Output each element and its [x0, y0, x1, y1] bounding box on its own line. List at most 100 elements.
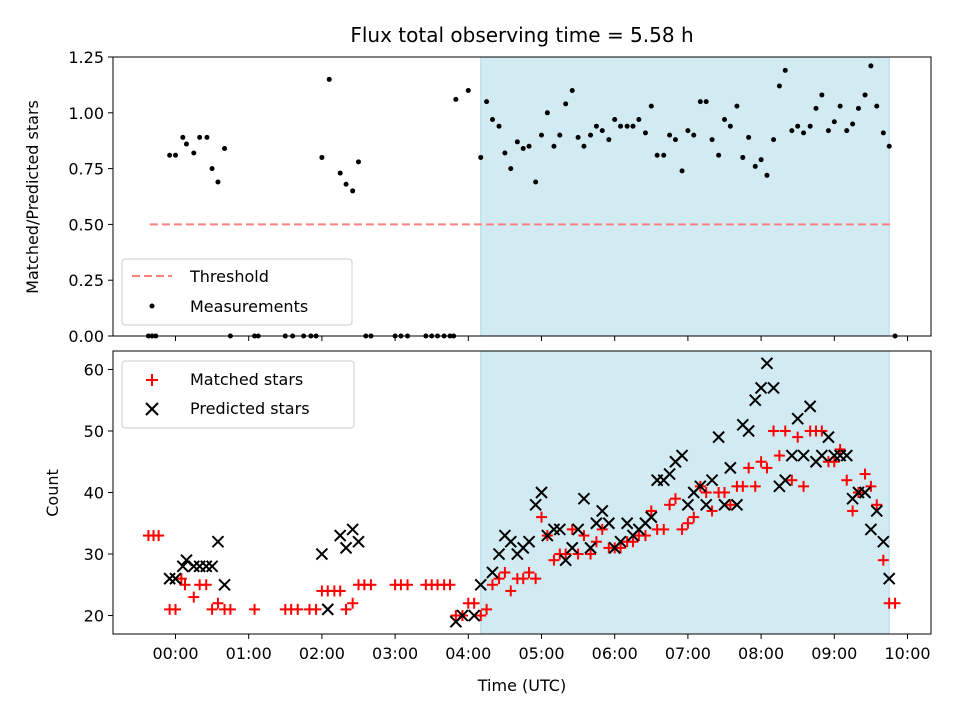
matched-star-point: [755, 456, 767, 468]
matched-star-point: [505, 585, 517, 597]
matched-star-point: [639, 530, 651, 542]
predicted-star-point: [858, 486, 872, 499]
matched-star-point: [179, 579, 191, 591]
matched-star-point: [188, 591, 200, 603]
matched-star-point: [871, 499, 883, 511]
measurement-point: [758, 157, 764, 163]
predicted-star-point: [211, 535, 225, 548]
matched-star-point: [676, 523, 688, 535]
bottom-y-axis-label: Count: [43, 469, 62, 517]
matched-star-point: [615, 542, 627, 554]
measurement-point: [630, 123, 636, 129]
measurement-point: [782, 67, 788, 73]
measurement-point: [539, 132, 544, 138]
measurement-point: [855, 105, 861, 111]
predicted-star-point: [218, 578, 231, 591]
measurement-point: [746, 134, 752, 140]
predicted-star-point: [200, 560, 213, 573]
predicted-star-point: [779, 473, 792, 487]
predicted-star-point: [169, 572, 182, 585]
matched-star-point: [590, 536, 602, 548]
x-tick-label: 02:00: [299, 644, 345, 663]
measurement-point: [465, 87, 471, 93]
measurement-point: [478, 154, 484, 160]
matched-star-point: [761, 462, 773, 474]
matched-star-point: [828, 456, 840, 468]
x-tick-label: 09:00: [811, 644, 857, 663]
matched-star-point: [841, 474, 853, 486]
measurement-point: [588, 132, 594, 138]
measurement-point: [819, 92, 825, 98]
measurement-point: [209, 166, 215, 172]
predicted-star-point: [535, 486, 548, 499]
matched-star-point: [724, 499, 736, 511]
matched-star-point: [402, 579, 414, 591]
matched-star-point: [249, 603, 261, 615]
measurement-point: [771, 137, 777, 143]
matched-star-point: [175, 573, 187, 585]
predicted-star-point: [815, 449, 829, 462]
matched-star-point: [468, 597, 480, 609]
predicted-star-point: [797, 449, 810, 462]
measurement-point: [593, 123, 599, 129]
measurement-point: [326, 76, 332, 82]
x-tick-label: 05:00: [518, 644, 564, 663]
matched-star-point: [645, 505, 657, 517]
predicted-star-point: [529, 498, 542, 512]
x-tick-label: 00:00: [152, 644, 198, 663]
legend-matched-swatch: [146, 374, 158, 386]
measurement-point: [557, 132, 563, 138]
predicted-star-point: [767, 381, 780, 395]
measurement-point: [356, 159, 361, 165]
top-panel: Flux total observing time = 5.58 h 0.00 0…: [23, 23, 932, 346]
measurement-point: [734, 103, 740, 109]
predicted-star-point: [333, 529, 347, 542]
measurement-point: [191, 150, 197, 156]
predicted-star-point: [749, 394, 762, 407]
measurement-point: [850, 121, 856, 127]
measurement-point: [722, 116, 727, 122]
legend-threshold-label: Threshold: [189, 267, 269, 286]
matched-star-point: [365, 579, 377, 591]
measurement-point: [350, 188, 356, 194]
measurement-point: [679, 168, 685, 174]
predicted-star-point: [791, 412, 804, 425]
predicted-star-point: [571, 523, 585, 536]
measurement-point: [795, 123, 801, 129]
measurement-point: [508, 166, 514, 172]
predicted-star-point: [205, 560, 219, 573]
predicted-star-point: [346, 523, 359, 536]
bottom-y-tick-label: 20: [84, 607, 104, 626]
predicted-star-point: [645, 510, 658, 524]
x-tick-label: 03:00: [372, 644, 418, 663]
predicted-star-point: [822, 430, 835, 444]
measurement-point: [599, 128, 605, 134]
measurement-point: [831, 119, 837, 125]
bottom-observing-span: [480, 350, 890, 635]
measurement-point: [764, 172, 770, 178]
predicted-star-point: [760, 357, 774, 370]
measurement-point: [204, 134, 210, 140]
top-y-tick-label: 0.00: [68, 327, 104, 346]
measurement-point: [514, 139, 520, 145]
predicted-star-point: [504, 535, 517, 548]
measurement-point: [801, 130, 807, 136]
measurement-point: [844, 128, 850, 134]
matched-star-point: [798, 480, 810, 492]
matched-star-point: [688, 511, 700, 523]
predicted-star-point: [176, 560, 190, 573]
predicted-star-point: [742, 424, 755, 438]
predicted-star-point: [803, 400, 817, 413]
predicted-star-point: [456, 609, 469, 622]
measurement-point: [837, 103, 843, 109]
predicted-star-point: [663, 467, 676, 481]
measurement-point: [667, 132, 673, 138]
x-axis-label: Time (UTC): [477, 676, 566, 695]
measurement-point: [789, 128, 795, 134]
measurement-point: [167, 152, 173, 158]
matched-star-point: [779, 425, 791, 437]
matched-star-point: [859, 468, 871, 480]
matched-star-point: [786, 474, 798, 486]
bottom-y-tick-label: 50: [84, 422, 104, 441]
measurement-point: [825, 128, 831, 134]
